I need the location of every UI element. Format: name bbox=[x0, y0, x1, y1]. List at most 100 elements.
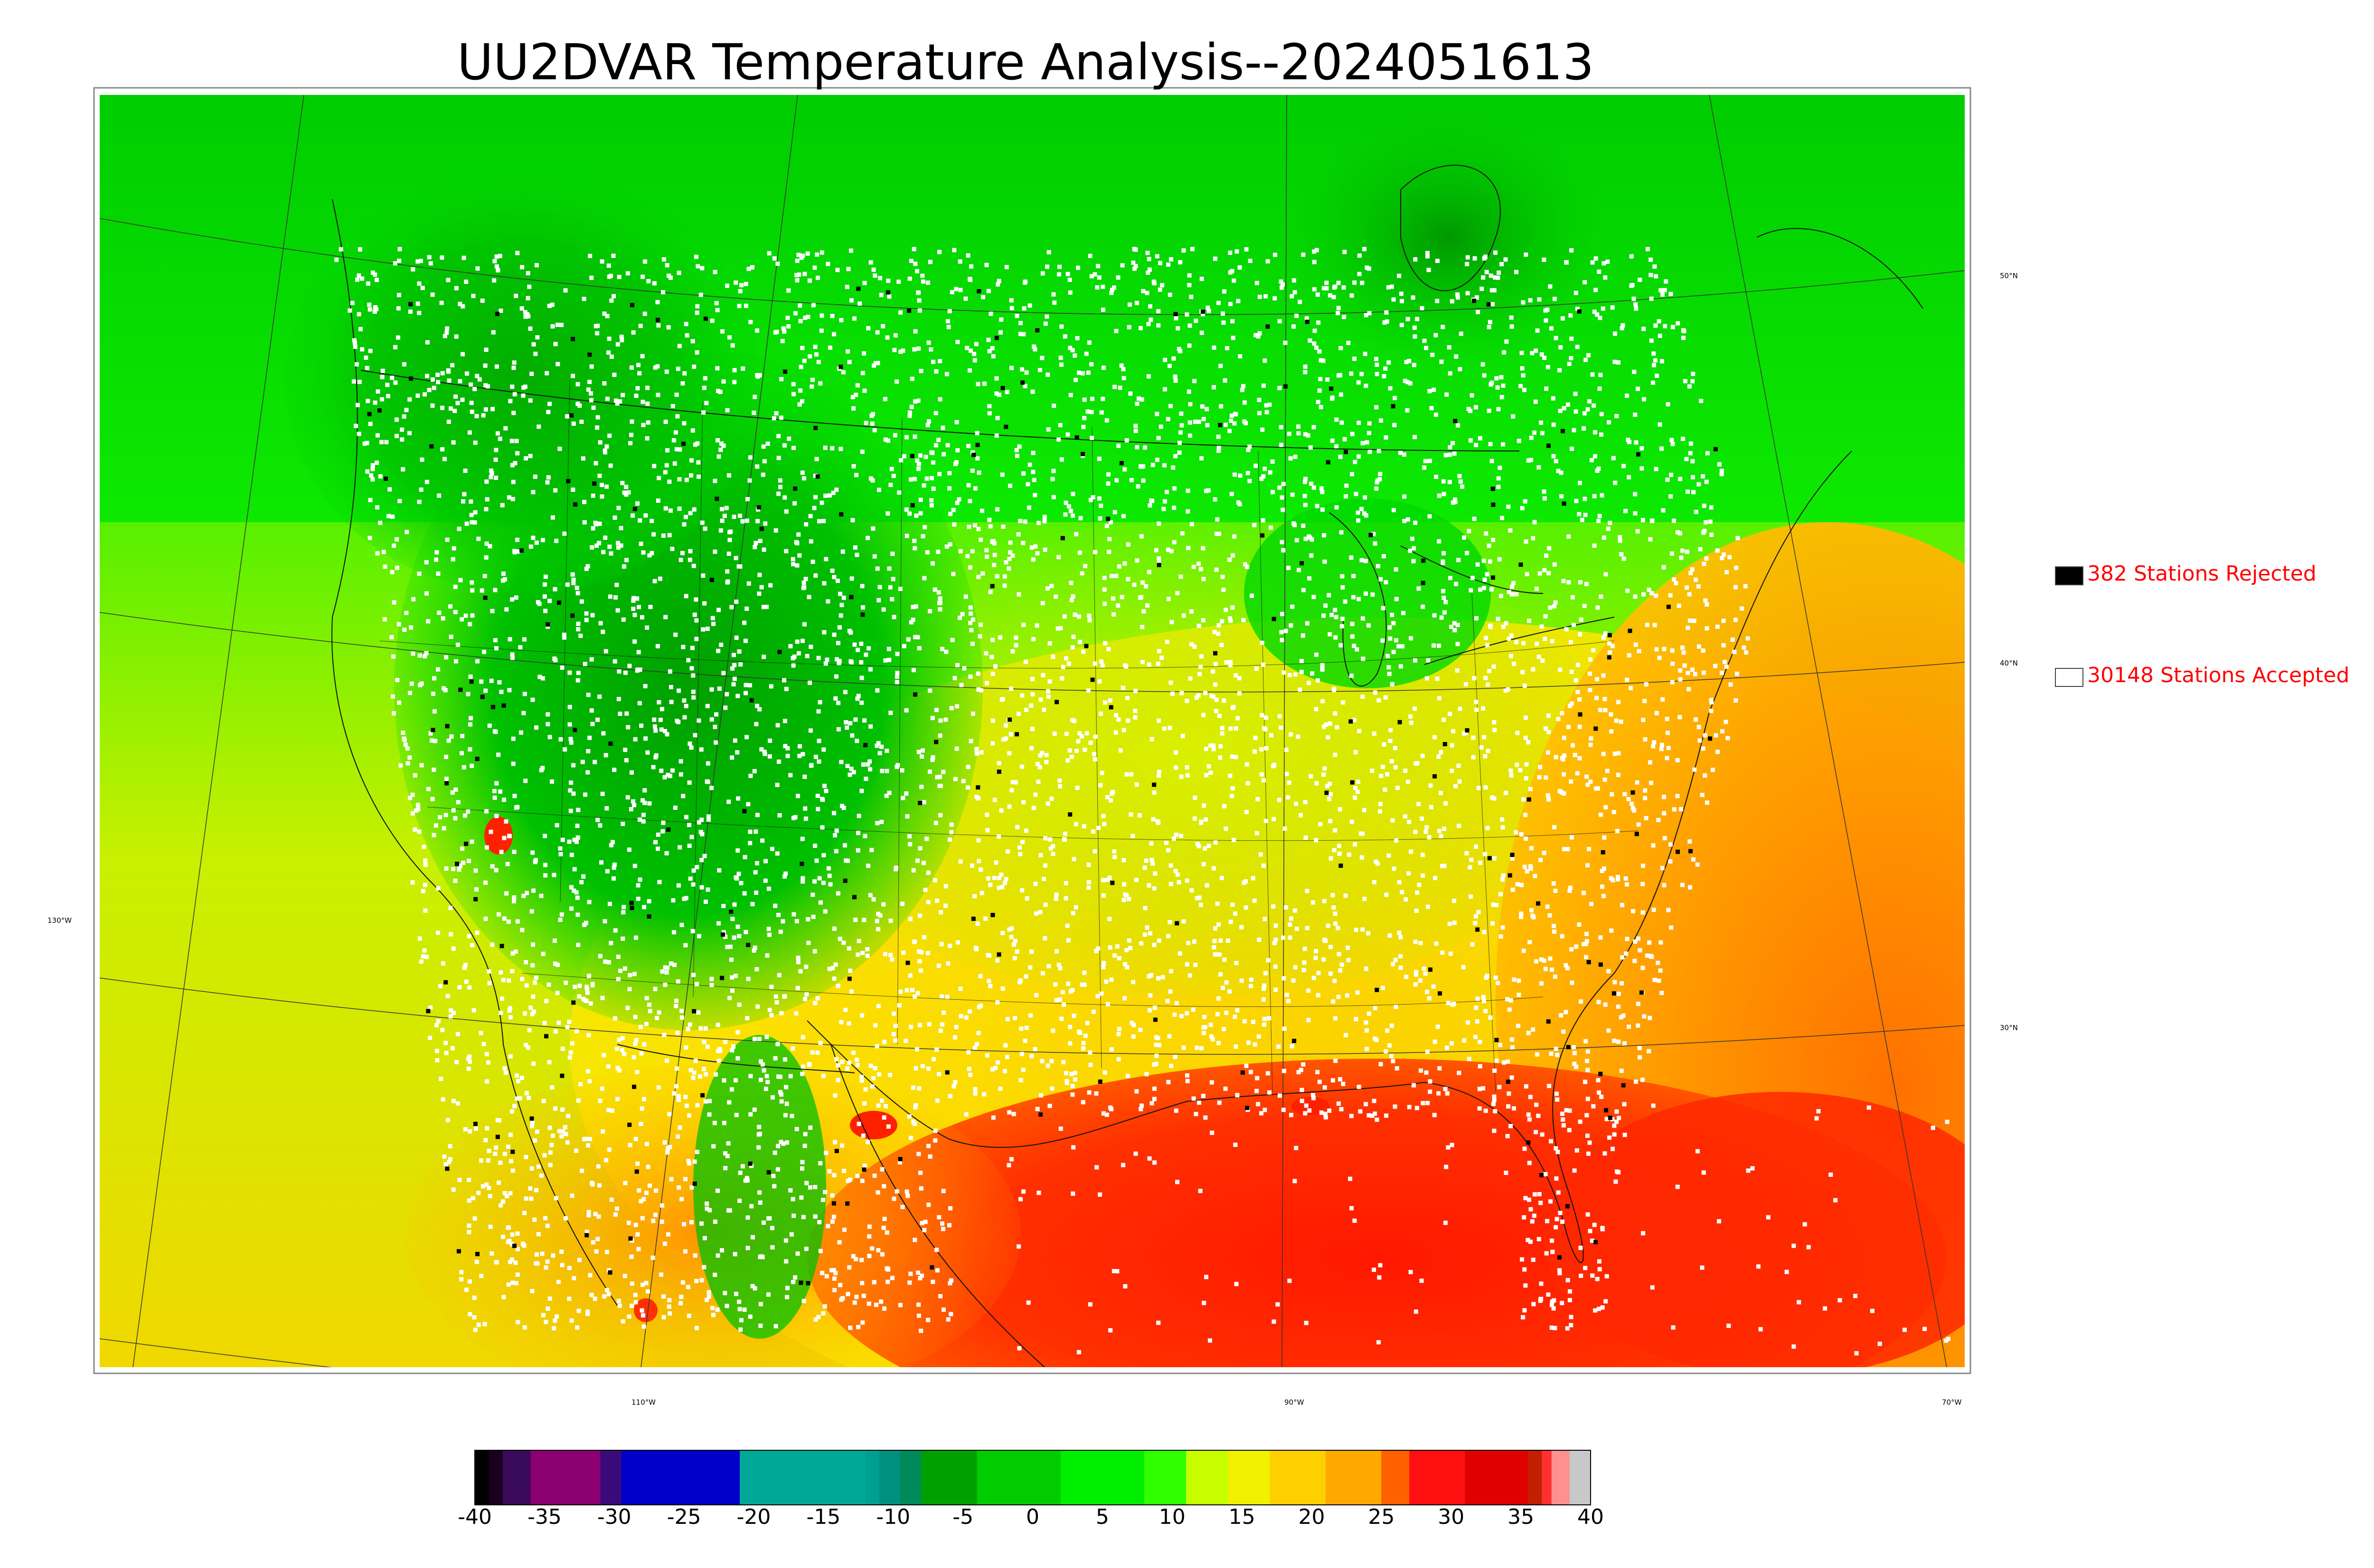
station-accepted bbox=[937, 1072, 942, 1077]
station-accepted bbox=[1593, 288, 1598, 292]
station-accepted bbox=[1239, 978, 1244, 983]
station-accepted bbox=[648, 1009, 652, 1014]
station-accepted bbox=[1459, 331, 1463, 336]
station-accepted bbox=[1201, 713, 1206, 717]
station-accepted bbox=[990, 671, 995, 676]
station-accepted bbox=[1192, 816, 1197, 821]
station-accepted bbox=[1394, 1066, 1399, 1070]
station-accepted bbox=[1434, 475, 1439, 479]
station-accepted bbox=[392, 544, 396, 548]
station-accepted bbox=[977, 470, 981, 475]
station-accepted bbox=[1583, 1266, 1588, 1270]
station-accepted bbox=[1314, 949, 1319, 954]
station-accepted bbox=[508, 399, 513, 404]
station-accepted bbox=[876, 1248, 881, 1253]
station-accepted bbox=[658, 717, 663, 722]
station-accepted bbox=[1489, 459, 1494, 463]
station-accepted bbox=[1421, 1101, 1425, 1106]
station-accepted bbox=[988, 590, 993, 594]
station-accepted bbox=[818, 1161, 823, 1165]
station-accepted bbox=[1158, 261, 1162, 265]
station-accepted bbox=[518, 730, 523, 735]
station-accepted bbox=[995, 574, 999, 579]
station-accepted bbox=[917, 646, 922, 650]
station-accepted bbox=[1186, 546, 1191, 550]
station-accepted bbox=[515, 451, 520, 456]
station-accepted bbox=[529, 1166, 534, 1171]
station-accepted bbox=[1698, 547, 1703, 552]
station-accepted bbox=[1398, 664, 1403, 669]
station-accepted bbox=[802, 476, 806, 480]
station-accepted bbox=[959, 683, 964, 687]
station-accepted bbox=[705, 1206, 709, 1211]
station-accepted bbox=[974, 342, 979, 347]
station-accepted bbox=[1204, 488, 1208, 493]
station-accepted bbox=[1638, 948, 1642, 953]
station-accepted bbox=[1540, 658, 1545, 663]
station-accepted bbox=[716, 608, 721, 612]
station-accepted bbox=[1373, 1111, 1377, 1116]
station-accepted bbox=[698, 1074, 702, 1079]
station-accepted bbox=[856, 848, 860, 853]
station-accepted bbox=[436, 1019, 441, 1023]
station-accepted bbox=[1571, 1045, 1576, 1050]
station-accepted bbox=[1204, 817, 1208, 822]
station-accepted bbox=[507, 978, 511, 983]
station-accepted bbox=[1033, 544, 1038, 549]
station-accepted bbox=[1633, 939, 1638, 944]
station-accepted bbox=[1160, 283, 1165, 288]
station-accepted bbox=[987, 411, 992, 416]
station-accepted bbox=[1406, 871, 1411, 876]
station-accepted bbox=[611, 254, 616, 258]
station-accepted bbox=[1457, 824, 1461, 828]
station-accepted bbox=[880, 1167, 885, 1172]
station-accepted bbox=[1595, 605, 1600, 610]
station-accepted bbox=[726, 799, 731, 804]
station-accepted bbox=[810, 892, 815, 897]
station-accepted bbox=[907, 1114, 912, 1119]
station-accepted bbox=[521, 393, 526, 398]
station-accepted bbox=[706, 1044, 710, 1049]
station-accepted bbox=[1451, 441, 1455, 445]
station-accepted bbox=[735, 750, 740, 755]
station-accepted bbox=[1050, 477, 1055, 481]
station-accepted bbox=[418, 683, 423, 687]
station-accepted bbox=[1596, 1000, 1601, 1005]
station-accepted bbox=[1411, 559, 1416, 563]
station-accepted bbox=[908, 1271, 913, 1276]
station-accepted bbox=[769, 1013, 774, 1017]
station-accepted bbox=[725, 283, 730, 288]
station-accepted bbox=[830, 314, 835, 319]
station-accepted bbox=[1637, 649, 1641, 654]
station-accepted bbox=[1171, 465, 1176, 470]
station-accepted bbox=[763, 751, 767, 756]
station-accepted bbox=[1593, 454, 1597, 459]
station-accepted bbox=[1680, 548, 1685, 553]
station-accepted bbox=[1130, 834, 1135, 838]
station-accepted bbox=[515, 1096, 519, 1101]
station-accepted bbox=[1499, 375, 1504, 380]
station-accepted bbox=[1584, 774, 1589, 779]
station-accepted bbox=[510, 969, 515, 974]
station-accepted bbox=[895, 765, 899, 769]
station-accepted bbox=[981, 295, 985, 300]
station-accepted bbox=[1724, 720, 1728, 724]
station-accepted bbox=[559, 323, 564, 327]
station-accepted bbox=[1386, 853, 1391, 858]
station-accepted bbox=[404, 408, 409, 413]
station-accepted bbox=[976, 671, 980, 676]
station-accepted bbox=[393, 380, 398, 385]
station-accepted bbox=[726, 473, 731, 478]
station-accepted bbox=[707, 1290, 711, 1295]
station-accepted bbox=[595, 425, 600, 430]
station-accepted bbox=[1301, 1062, 1306, 1067]
station-accepted bbox=[679, 1295, 684, 1299]
station-accepted bbox=[535, 335, 540, 340]
station-accepted bbox=[833, 696, 838, 701]
station-accepted bbox=[665, 1058, 669, 1063]
station-accepted bbox=[1456, 295, 1460, 300]
station-accepted bbox=[1463, 731, 1468, 735]
station-accepted bbox=[791, 1197, 795, 1202]
station-accepted bbox=[1155, 412, 1159, 416]
station-accepted bbox=[825, 657, 829, 662]
